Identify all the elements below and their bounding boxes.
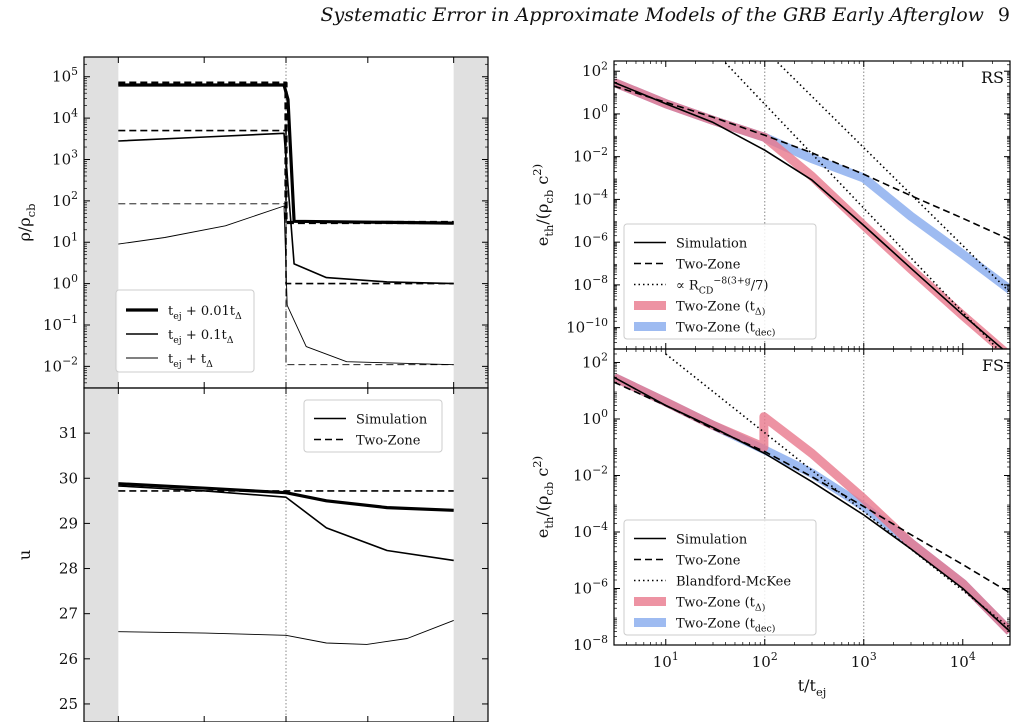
series-line-3 <box>118 619 454 645</box>
y-tick-label-0: 102​ <box>582 59 608 80</box>
legend-box <box>623 223 817 340</box>
plot-area-rs <box>614 61 1010 349</box>
series-line-2 <box>614 376 1010 633</box>
shaded-region-1 <box>453 57 488 388</box>
y-tick-label-1: 100​ <box>582 407 608 428</box>
panel-rs: 102​ 100​ 10−2​ 10−4​ 10−6​ 10−8​ 10−10​ eth​/(… <box>530 59 1011 350</box>
plot-area-fs <box>614 349 1010 645</box>
legend-entry-3: Two-Zone (tΔ)​ <box>676 596 765 614</box>
y-axis-label-density: ρ/ρcb​ <box>15 203 38 241</box>
series-line-5 <box>118 203 454 366</box>
legend-entry-2: Blandford-McKee <box>676 575 791 590</box>
y-tick-label-4: 10−6​ <box>573 577 608 598</box>
y-tick-label-1: 100​ <box>582 102 608 123</box>
y-tick-label-0: 105​ <box>52 65 78 86</box>
series-band-1 <box>614 373 1010 635</box>
legend-entry-0: Simulation <box>356 413 428 428</box>
y-tick-label-7: 10−2​ <box>43 355 78 376</box>
x-tick-label-1: 102​ <box>752 650 778 671</box>
y-tick-label-4: 101​ <box>52 230 78 251</box>
legend-entry-0: tej​ + 0.01tΔ​ <box>168 304 242 322</box>
y-tick-label-3: 10−4​ <box>573 188 608 209</box>
series-line-3 <box>614 85 1010 241</box>
y-tick-label-5: 100​ <box>52 272 78 293</box>
legend-entry-1: Two-Zone <box>356 434 421 449</box>
x-tick-label-0: 101​ <box>653 650 679 671</box>
y-tick-label-5: 10−8​ <box>573 633 608 654</box>
running-title-text: Systematic Error in Approximate Models o… <box>320 4 984 26</box>
legend-entry-0: Simulation <box>676 533 748 548</box>
shaded-region-1 <box>453 388 488 722</box>
y-tick-label-3: 102​ <box>52 189 78 210</box>
y-tick-label-5: 10−8​ <box>573 273 608 294</box>
legend-entry-4: Two-Zone (tdec)​ <box>676 617 775 635</box>
y-tick-label-2: 103​ <box>52 148 78 169</box>
y-tick-label-2: 10−2​ <box>573 464 608 485</box>
series-line-0 <box>118 482 454 512</box>
y-axis-label-fs: eth​/(ρcb​ c2)​ <box>530 456 556 538</box>
y-tick-label-2: 10−2​ <box>573 145 608 166</box>
series-line-5 <box>774 61 1010 293</box>
legend-box <box>623 519 817 636</box>
series-line-1 <box>118 485 454 562</box>
legend-entry-4: Two-Zone (tdec)​ <box>676 321 775 339</box>
y-tick-label-2: 29 <box>59 514 78 532</box>
y-tick-label-6: 10−1​ <box>43 313 78 334</box>
y-tick-label-3: 10−4​ <box>573 520 608 541</box>
legend-entry-1: Two-Zone <box>676 258 741 273</box>
legend-entry-3: Two-Zone (tΔ)​ <box>676 300 765 318</box>
legend-entry-2: ∝ RCD​−8(3+g​/7) <box>676 276 768 297</box>
panel-lorentz: 31 30 29 28 27 26 25 u Simulation Two-Zone <box>15 387 489 722</box>
y-tick-label-4: 27 <box>59 605 78 623</box>
y-tick-label-6: 25 <box>59 695 78 713</box>
series-line-2 <box>614 81 1004 349</box>
panel-corner-label-rs: RS <box>981 68 1004 87</box>
shaded-region-0 <box>84 388 119 722</box>
x-tick-label-2: 103​ <box>851 650 877 671</box>
series-line-4 <box>118 205 454 366</box>
series-line-4 <box>665 353 1010 629</box>
legend-entry-1: Two-Zone <box>676 554 741 569</box>
legend-entry-2: tej​ + tΔ​ <box>168 352 213 370</box>
y-tick-label-1: 30 <box>59 469 78 487</box>
y-tick-label-1: 104​ <box>52 106 78 127</box>
shaded-region-0 <box>84 57 119 388</box>
y-axis-label-lorentz: u <box>15 550 34 560</box>
page-header: Systematic Error in Approximate Models o… <box>0 0 1024 40</box>
panel-corner-label-fs: FS <box>982 356 1004 375</box>
panel-density: 105​ 104​ 103​ 102​ 101​ 100​ 10−1​ 10−2​ ρ/ρcb​… <box>15 56 489 389</box>
running-title: Systematic Error in Approximate Models o… <box>320 4 1010 26</box>
series-line-3 <box>614 381 1010 594</box>
y-tick-label-0: 102​ <box>582 351 608 372</box>
y-tick-label-6: 10−10​ <box>566 316 608 337</box>
page-number: 9 <box>997 4 1010 26</box>
panel-fs: 102​ 100​ 10−2​ 10−4​ 10−6​ 10−8​ 101​ 102​ 103​… <box>530 348 1011 699</box>
legend-entry-0: Simulation <box>676 237 748 252</box>
series-line-2 <box>118 132 454 285</box>
legend-fs: Simulation Two-Zone Blandford-McKee Two-Zon… <box>623 519 817 636</box>
x-tick-label-3: 104​ <box>950 650 976 671</box>
legend-density: tej​ + 0.01tΔ​ tej​ + 0.1tΔ​ tej​ + tΔ​ <box>115 289 255 373</box>
y-axis-label-rs: eth​/(ρcb​ c2)​ <box>530 164 556 246</box>
plot-area-lorentz <box>84 388 488 722</box>
legend-lorentz: Simulation Two-Zone <box>303 399 443 453</box>
y-tick-label-3: 28 <box>59 560 78 578</box>
legend-rs: Simulation Two-Zone ∝ RCD​−8(3+g​/7) Two-Zo… <box>623 223 817 340</box>
y-tick-label-5: 26 <box>59 650 78 668</box>
legend-entry-1: tej​ + 0.1tΔ​ <box>168 328 234 346</box>
y-tick-label-0: 31 <box>59 424 78 442</box>
x-axis-label-fs: t/tej​ <box>798 676 827 699</box>
y-tick-label-4: 10−6​ <box>573 230 608 251</box>
plot-area-density <box>84 57 488 388</box>
